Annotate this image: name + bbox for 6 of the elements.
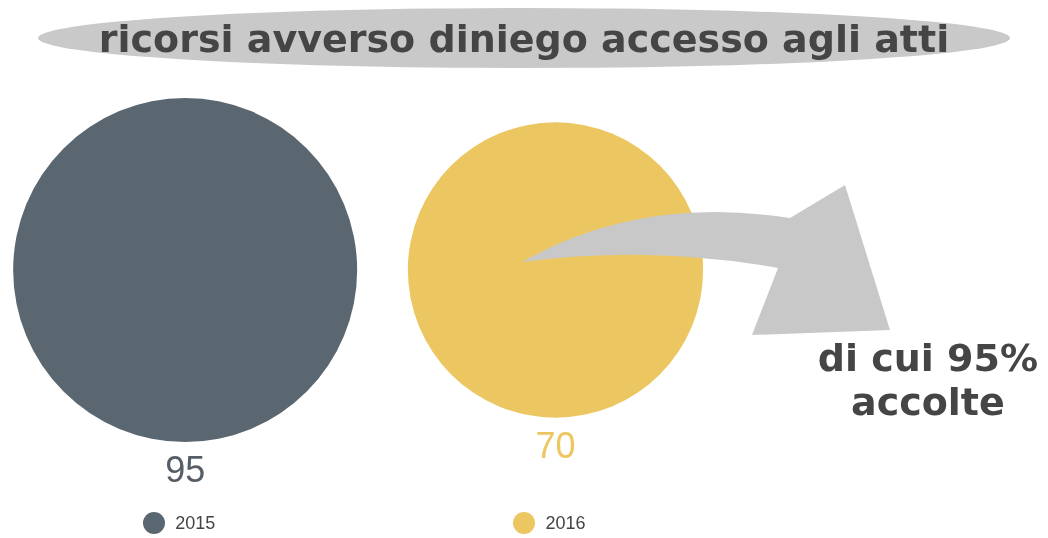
legend-label: 2016 [545, 512, 586, 534]
data-label: 70 [535, 424, 576, 466]
text: ricorsi avverso diniego accesso agli atti [98, 17, 950, 61]
legend-label: 2015 [175, 512, 216, 534]
data-label: 95 [165, 449, 206, 490]
text: di cui 95% accolte [817, 336, 1038, 424]
